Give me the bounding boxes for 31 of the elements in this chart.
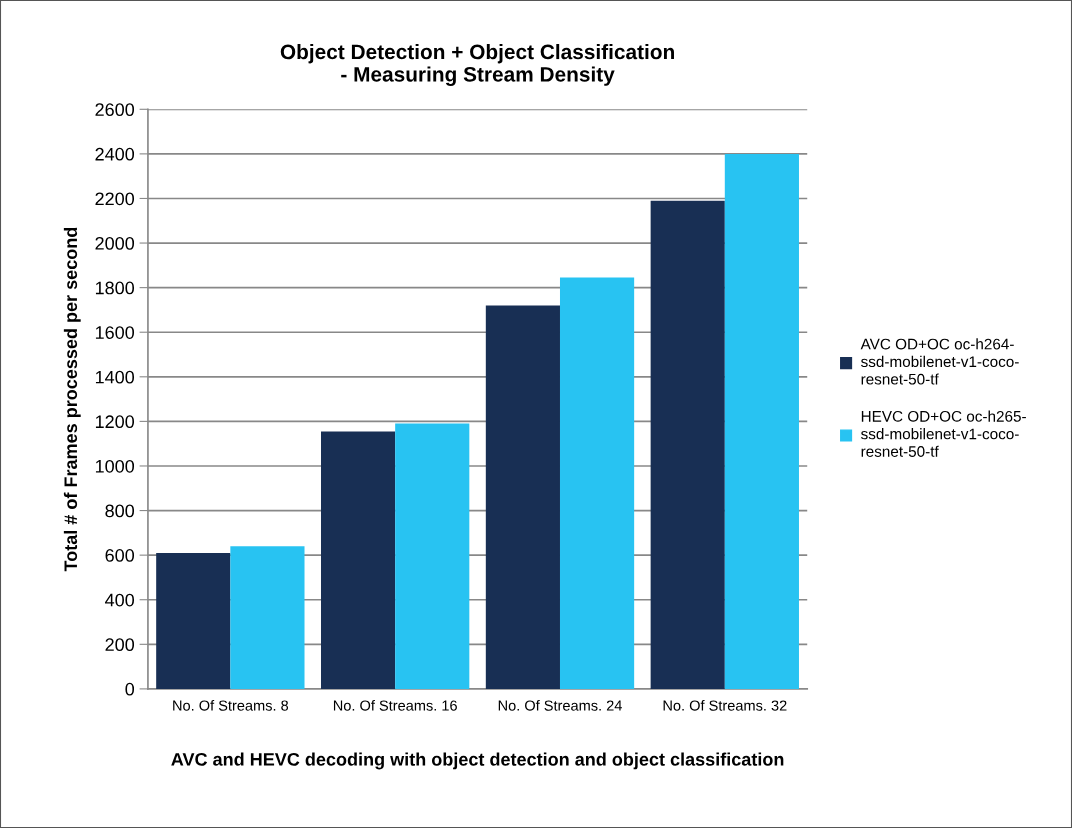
y-tick-label: 1400 bbox=[95, 370, 135, 384]
y-tick-label: 2600 bbox=[95, 103, 135, 117]
bar bbox=[650, 200, 725, 689]
bar bbox=[559, 277, 635, 689]
legend-label: AVC OD+OC oc-h264- ssd-mobilenet-v1-coco- resnet-50-tf bbox=[860, 338, 1019, 385]
y-axis-title: Total # of Frames processed per second bbox=[63, 227, 81, 572]
bar bbox=[485, 305, 560, 689]
bar bbox=[724, 153, 799, 689]
x-tick-label: No. Of Streams. 8 bbox=[173, 700, 289, 711]
bar bbox=[321, 431, 396, 689]
y-tick-label: 0 bbox=[125, 682, 135, 696]
y-tick-label: 800 bbox=[105, 504, 135, 518]
x-axis-title: AVC and HEVC decoding with object detection and object classification bbox=[171, 752, 784, 770]
chart-title: Object Detection + Object Classification - Measuring Stream Density bbox=[280, 43, 674, 86]
x-tick-label: No. Of Streams. 16 bbox=[333, 700, 457, 711]
y-tick-label: 600 bbox=[105, 549, 135, 562]
y-tick-label: 1800 bbox=[95, 281, 135, 295]
legend-label: HEVC OD+OC oc-h265- ssd-mobilenet-v1-coco- resnet-50-tf bbox=[861, 410, 1026, 457]
bar bbox=[156, 552, 231, 689]
y-tick-label: 1000 bbox=[95, 459, 135, 473]
x-tick-label: No. Of Streams. 24 bbox=[498, 700, 622, 711]
y-tick-label: 1600 bbox=[95, 326, 135, 339]
y-tick-label: 400 bbox=[105, 593, 135, 607]
bar bbox=[395, 423, 470, 689]
bar bbox=[230, 546, 305, 689]
y-tick-label: 2400 bbox=[95, 147, 135, 161]
y-tick-label: 2000 bbox=[95, 236, 135, 250]
y-tick-label: 2200 bbox=[95, 192, 135, 206]
x-tick-label: No. Of Streams. 32 bbox=[663, 700, 787, 711]
y-tick-label: 1200 bbox=[95, 415, 135, 429]
y-tick-label: 200 bbox=[105, 638, 135, 652]
